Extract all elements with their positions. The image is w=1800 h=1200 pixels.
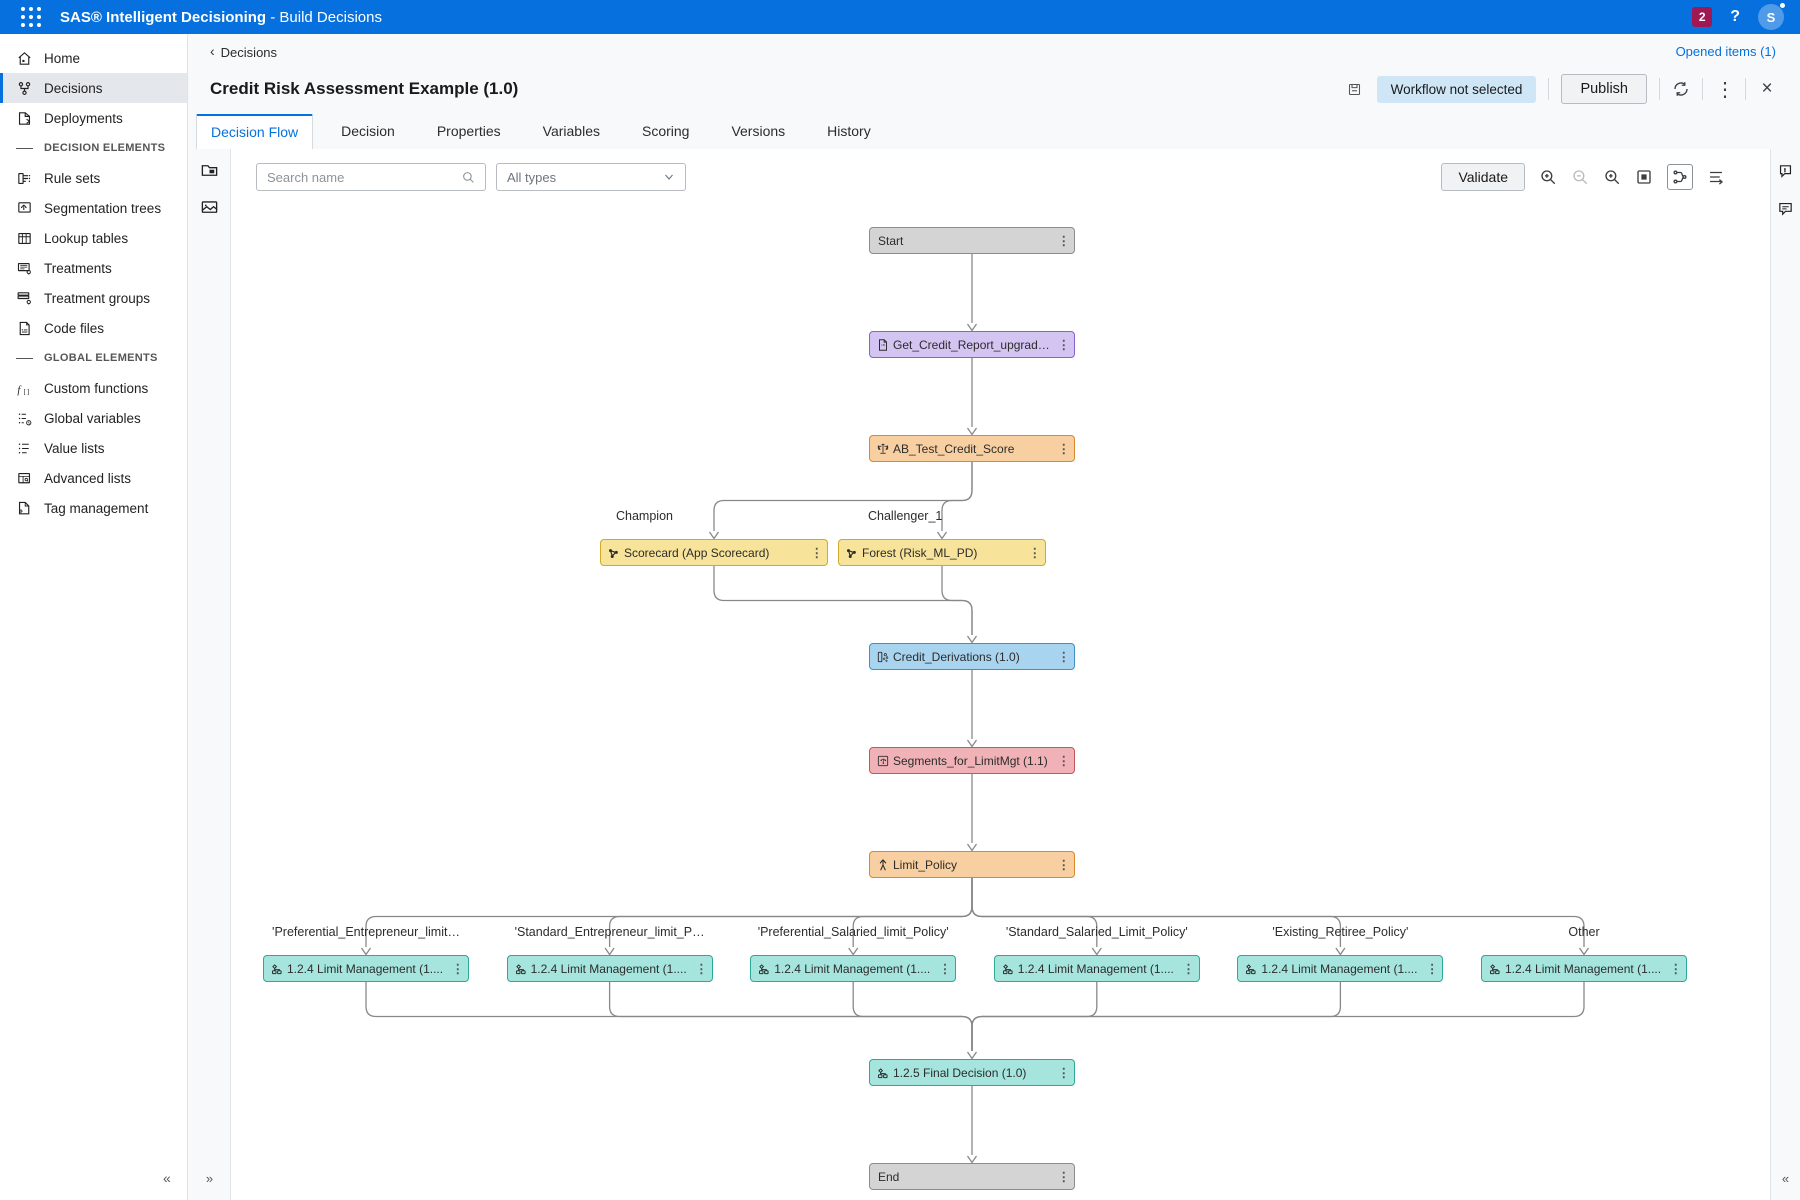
svg-text:[ ]: [ ] bbox=[24, 388, 30, 395]
svg-text:f: f bbox=[17, 384, 22, 395]
